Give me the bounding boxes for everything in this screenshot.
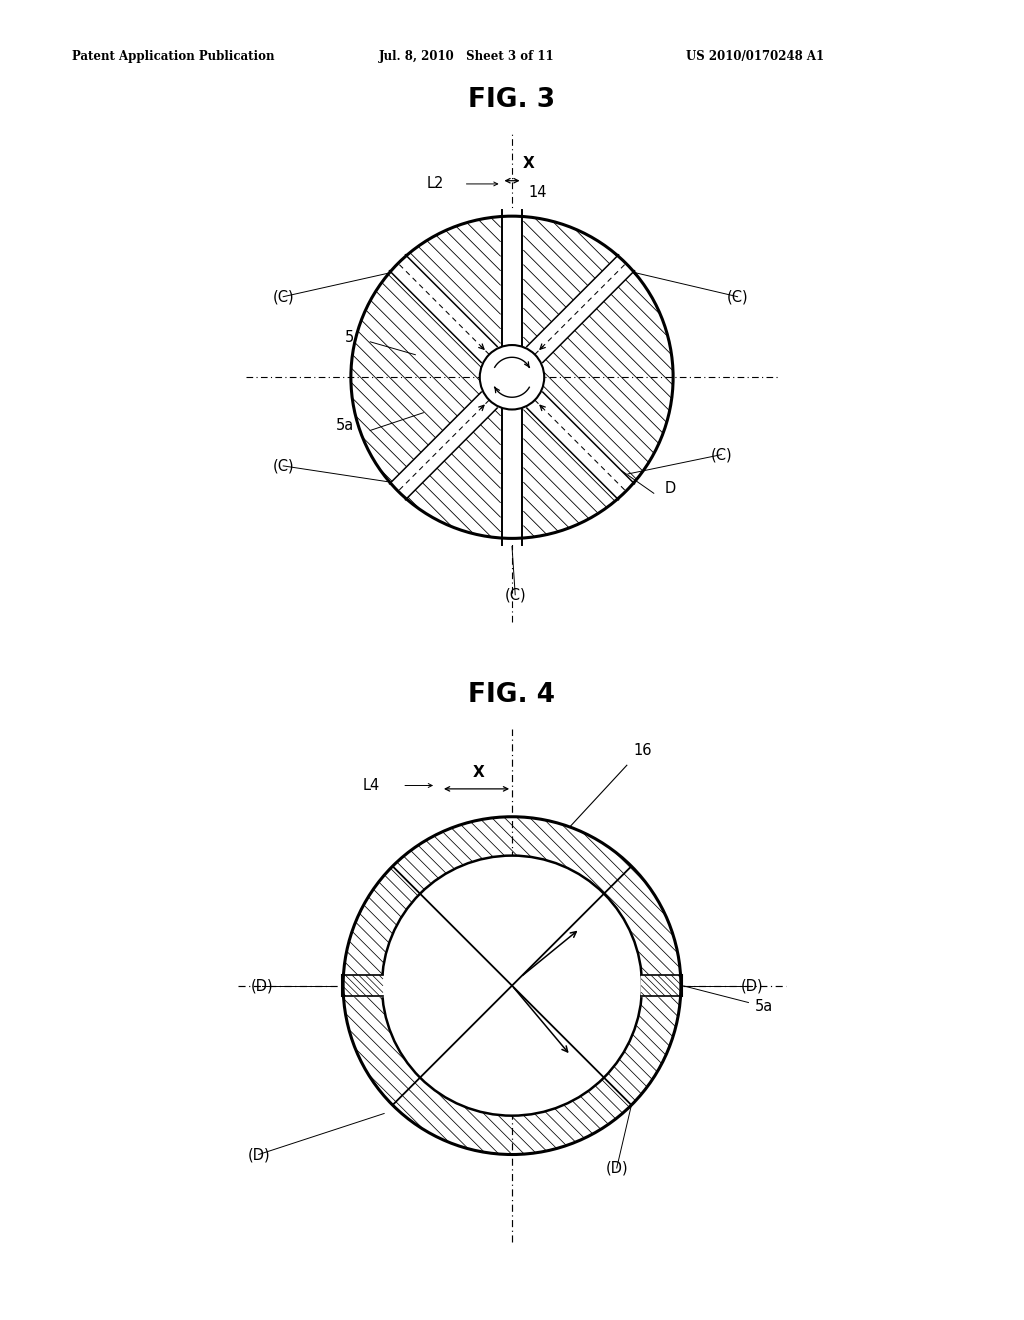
Text: (C): (C) [711,447,732,462]
Polygon shape [641,975,682,995]
Text: L2: L2 [427,177,444,191]
Text: (C): (C) [727,289,749,304]
Text: D: D [552,1019,563,1034]
Polygon shape [526,392,635,500]
Text: 5a: 5a [755,999,773,1014]
Text: 5: 5 [345,330,354,345]
Text: X: X [523,156,535,172]
Circle shape [480,345,544,409]
Text: (D): (D) [248,1147,270,1162]
Text: Patent Application Publication: Patent Application Publication [72,50,274,63]
Text: (C): (C) [272,458,294,474]
Text: D: D [665,482,676,496]
Polygon shape [502,210,522,545]
Text: FIG. 3: FIG. 3 [468,87,556,114]
Circle shape [382,855,642,1115]
Text: (D): (D) [740,978,763,993]
Circle shape [351,216,673,539]
Text: X: X [472,766,484,780]
Text: FIG. 4: FIG. 4 [469,681,555,708]
Text: L4: L4 [364,777,380,793]
Text: 14: 14 [529,185,548,199]
Text: (C): (C) [272,289,294,304]
Polygon shape [389,255,498,363]
Text: 16: 16 [634,743,652,758]
Polygon shape [389,392,498,500]
Circle shape [341,814,683,1156]
Text: Jul. 8, 2010   Sheet 3 of 11: Jul. 8, 2010 Sheet 3 of 11 [379,50,555,63]
Text: (C): (C) [505,587,526,602]
Text: (D): (D) [605,1160,628,1176]
Text: US 2010/0170248 A1: US 2010/0170248 A1 [686,50,824,63]
Text: 5a: 5a [336,418,354,433]
Polygon shape [342,975,383,995]
Polygon shape [526,255,635,363]
Text: (D): (D) [251,978,273,993]
